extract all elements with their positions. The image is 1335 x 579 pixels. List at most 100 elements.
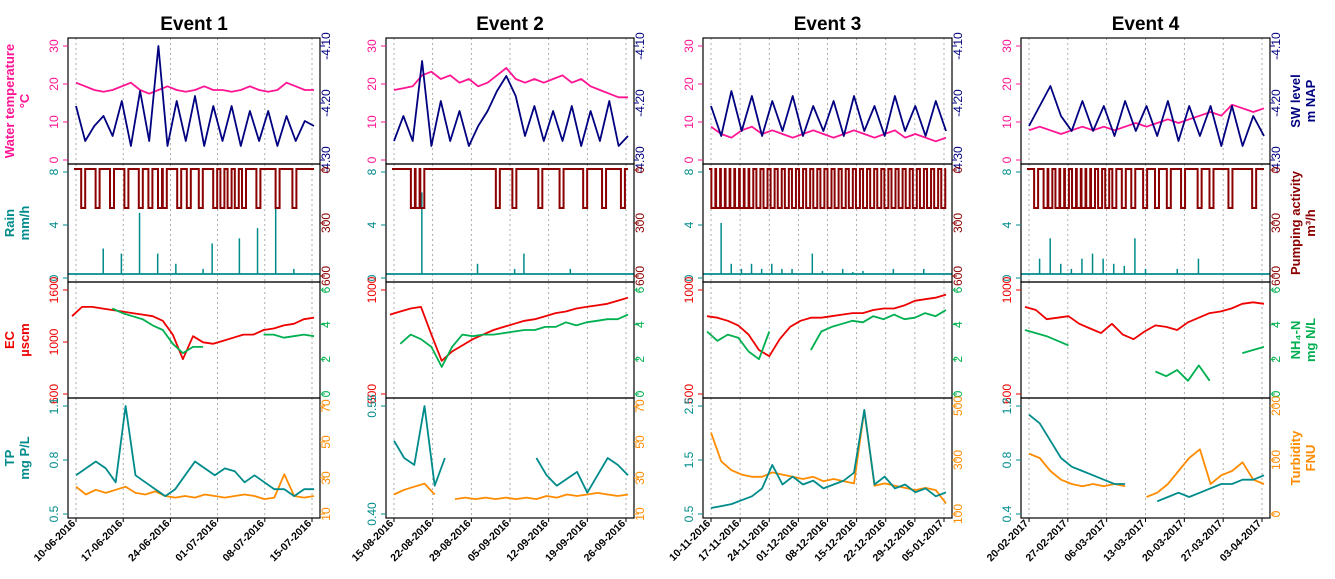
- tick-label: 1.2: [1000, 397, 1014, 414]
- tick-label: 0: [1000, 274, 1014, 281]
- pumping-line: [74, 168, 314, 209]
- tick-label: 600: [47, 384, 61, 404]
- axis-title-row4-left-1: mg P/L: [17, 436, 32, 479]
- axis-title-row4-right-1: FNU: [1303, 445, 1318, 472]
- tick-label: 10: [47, 115, 61, 129]
- rain_pumping-panel: 0 4 8 0 300 600: [682, 163, 965, 286]
- tick-label: 2: [319, 356, 333, 363]
- water-temperature-line-0: [1028, 103, 1265, 135]
- tick-label: 0: [1269, 510, 1283, 517]
- panel-frame: [702, 37, 953, 165]
- nh4-line-1: [1155, 364, 1211, 382]
- nh4-line-0: [399, 313, 629, 368]
- tick-label: 20: [682, 77, 696, 91]
- tick-label: 0: [682, 156, 696, 163]
- tick-label: 0.8: [1000, 451, 1014, 468]
- tick-label: 10: [319, 507, 333, 521]
- temperature_level-panel: 0 10 20 30 -4.30 -4.20 -4.10: [682, 32, 965, 174]
- rain_pumping-panel: 0 4 8 0 300 600: [365, 163, 647, 286]
- tick-label: 20: [47, 77, 61, 91]
- tick-label: 8: [47, 168, 61, 175]
- tick-label: 2: [951, 356, 965, 363]
- tick-label: 6: [1269, 286, 1283, 293]
- nh4-line-1: [111, 307, 204, 355]
- sw-level-line-0: [710, 90, 947, 137]
- tick-label: -4.30: [951, 146, 965, 174]
- tick-label: 10: [682, 115, 696, 129]
- panel-frame: [67, 163, 321, 283]
- tick-label: -4.20: [633, 89, 647, 117]
- tick-label: 20: [365, 77, 379, 91]
- x-tick-label: 26-09-2016: [582, 518, 629, 565]
- tick-label: 0: [365, 274, 379, 281]
- nh4-line-2: [1242, 346, 1265, 354]
- tick-label: -4.10: [951, 32, 965, 60]
- tick-label: 4: [682, 221, 696, 228]
- tick-label: -4.10: [633, 32, 647, 60]
- axis-title-row1-right-0: SW level: [1288, 74, 1303, 127]
- x-tick-label: 03-04-2017: [1218, 518, 1265, 565]
- axis-title-row1-left-1: °C: [17, 93, 32, 108]
- turbidity-line-1: [454, 491, 629, 501]
- tick-label: 0.5: [682, 505, 696, 522]
- tick-label: 4: [365, 221, 379, 228]
- tick-label: 100: [951, 504, 965, 524]
- tick-label: 20: [1000, 77, 1014, 91]
- tick-label: 1600: [47, 276, 61, 303]
- axis-title-row1-right-1: m NAP: [1303, 79, 1318, 122]
- tick-label: 50: [633, 435, 647, 449]
- tick-label: 0.40: [365, 502, 379, 526]
- water-temperature-line-0: [393, 67, 628, 99]
- tick-label: 300: [951, 213, 965, 233]
- tick-label: 0: [319, 166, 333, 173]
- tp-line-1: [1156, 474, 1265, 503]
- tick-label: 0: [47, 156, 61, 163]
- tick-label: -4.20: [951, 89, 965, 117]
- tick-label: 70: [319, 399, 333, 413]
- panel-frame: [67, 397, 321, 519]
- sw-level-line-0: [1028, 85, 1265, 147]
- tick-label: 1000: [365, 276, 379, 303]
- tick-label: 300: [1269, 213, 1283, 233]
- tick-label: 6: [951, 286, 965, 293]
- tick-label: -4.10: [319, 32, 333, 60]
- water-temperature-line-0: [710, 125, 947, 143]
- turbidity-line-0: [1028, 452, 1126, 488]
- tick-label: 10: [633, 507, 647, 521]
- panel-frame: [385, 37, 635, 165]
- tp_turbidity-panel: 0.5 0.8 1.1 10 30 50 70: [47, 397, 333, 522]
- tick-label: 1.5: [682, 451, 696, 468]
- pumping-line: [709, 168, 947, 209]
- panel-frame: [1020, 37, 1271, 165]
- pumping-line: [1027, 168, 1264, 209]
- tick-label: 2: [1269, 356, 1283, 363]
- temperature_level-panel: 0 10 20 30 -4.30 -4.20 -4.10: [365, 32, 647, 174]
- tick-label: 0.5: [47, 505, 61, 522]
- tick-label: 4: [319, 321, 333, 328]
- tick-label: 30: [365, 39, 379, 53]
- rain_pumping-panel: 0 4 8 0 300 600: [1000, 163, 1283, 286]
- x-tick-label: 10-06-2016: [32, 518, 79, 565]
- tick-label: 4: [951, 321, 965, 328]
- tick-label: 0.4: [1000, 505, 1014, 522]
- axis-title-row4-left-0: TP: [2, 449, 17, 466]
- ec-line-0: [389, 296, 629, 362]
- tick-label: 200: [1269, 396, 1283, 416]
- tick-label: 6: [633, 286, 647, 293]
- tick-label: 30: [1000, 39, 1014, 53]
- x-tick-label: 15-07-2016: [268, 518, 315, 565]
- tick-label: 300: [319, 213, 333, 233]
- tick-label: -4.30: [1269, 146, 1283, 174]
- tick-label: 600: [319, 266, 333, 286]
- ec-line-0: [1024, 301, 1265, 341]
- axis-title-row3-left-0: EC: [2, 330, 17, 349]
- turbidity-line-0: [710, 409, 947, 504]
- turbidity-line-0: [75, 473, 315, 501]
- axis-titles: Water temperature °C Rain mm/h EC µscm TP mg P/…: [2, 44, 1318, 486]
- x-tick-label: 08-07-2016: [220, 518, 267, 565]
- tick-label: 70: [633, 399, 647, 413]
